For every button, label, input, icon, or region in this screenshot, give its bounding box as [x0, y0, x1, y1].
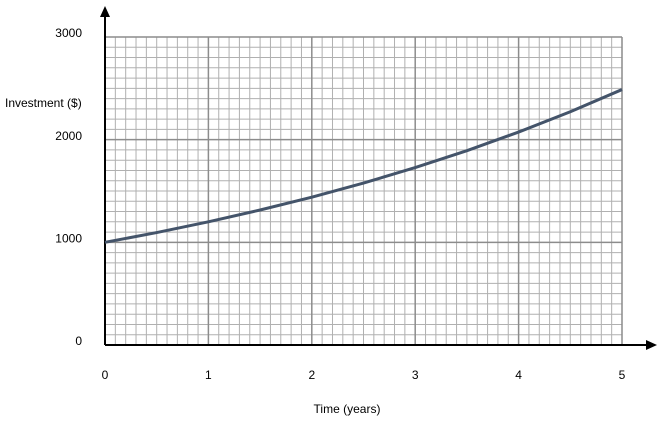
y-tick-label: 2000 — [55, 129, 82, 143]
data-line — [104, 88, 623, 244]
x-tick-label: 5 — [619, 368, 626, 382]
y-tick-label: 3000 — [55, 26, 82, 40]
x-tick-label: 2 — [308, 368, 315, 382]
x-tick-label: 0 — [102, 368, 109, 382]
y-tick-label: 0 — [75, 334, 82, 348]
x-tick-label: 1 — [205, 368, 212, 382]
y-tick-label: 1000 — [55, 232, 82, 246]
x-tick-label: 4 — [515, 368, 522, 382]
y-axis-arrow — [100, 6, 110, 17]
x-axis-arrow — [646, 340, 657, 350]
y-axis-label: Investment ($) — [5, 96, 82, 110]
x-tick-label: 3 — [412, 368, 419, 382]
x-axis-label: Time (years) — [314, 402, 381, 416]
